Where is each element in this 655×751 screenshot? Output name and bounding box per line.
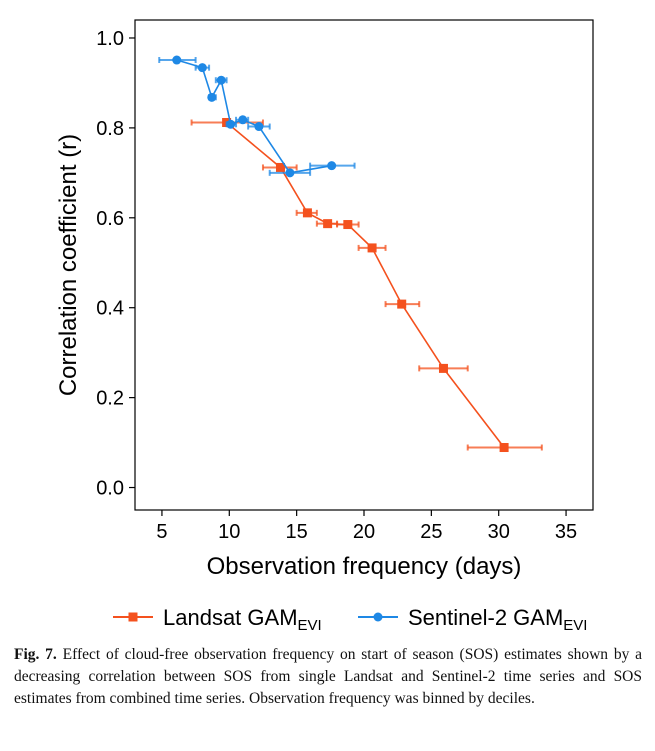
data-point-sentinel2	[254, 122, 264, 132]
y-tick-label: 0.4	[96, 298, 124, 320]
y-tick-label: 0.0	[96, 478, 124, 500]
data-point-landsat	[275, 162, 285, 172]
x-tick-label: 5	[156, 521, 167, 543]
figure-caption: Fig. 7. Effect of cloud-free observation…	[14, 644, 642, 710]
data-point-sentinel2	[238, 115, 248, 125]
data-point-landsat	[367, 243, 377, 253]
x-tick-label: 25	[420, 521, 442, 543]
x-tick-label: 35	[555, 521, 577, 543]
x-axis: 5 10 15 20 25 30 35	[156, 510, 577, 543]
series-layer	[158, 55, 543, 453]
data-point-landsat	[343, 220, 353, 230]
legend-label-main: Sentinel-2 GAM	[408, 605, 563, 630]
data-point-sentinel2	[226, 119, 236, 129]
legend-label-subscript: EVI	[298, 617, 322, 634]
x-axis-title: Observation frequency (days)	[207, 553, 522, 580]
data-point-landsat	[397, 299, 407, 309]
plot-panel	[134, 19, 594, 511]
x-tick-label: 15	[286, 521, 308, 543]
y-tick-label: 1.0	[96, 28, 124, 50]
data-point-sentinel2	[285, 168, 295, 178]
legend-label-sentinel2: Sentinel-2 GAMEVI	[408, 605, 587, 634]
data-point-landsat	[499, 443, 509, 453]
legend-item-landsat: Landsat GAMEVI	[113, 605, 322, 634]
legend-item-sentinel2: Sentinel-2 GAMEVI	[358, 605, 587, 634]
data-point-sentinel2	[197, 63, 207, 73]
x-tick-label: 10	[218, 521, 240, 543]
legend-label-landsat: Landsat GAMEVI	[163, 605, 322, 634]
legend-marker-landsat	[128, 612, 138, 622]
data-point-landsat	[438, 363, 448, 373]
data-point-landsat	[302, 208, 312, 218]
caption-text: Effect of cloud-free observation frequen…	[14, 646, 642, 707]
data-point-sentinel2	[207, 92, 217, 102]
data-point-sentinel2	[216, 75, 226, 85]
series-sentinel2	[158, 55, 356, 178]
x-tick-label: 20	[353, 521, 375, 543]
data-point-landsat	[323, 219, 333, 229]
x-tick-label: 30	[488, 521, 510, 543]
y-tick-label: 0.6	[96, 208, 124, 230]
legend: Landsat GAMEVI Sentinel-2 GAMEVI	[113, 605, 587, 634]
legend-marker-sentinel2	[373, 612, 383, 622]
legend-label-main: Landsat GAM	[163, 605, 298, 630]
figure-label: Fig. 7.	[14, 646, 57, 663]
y-axis: 0.0 0.2 0.4 0.6 0.8 1.0	[96, 28, 135, 500]
correlation-chart: 5 10 15 20 25 30 35 0.0 0.2 0.4 0.6 0.8 1.0 Observa…	[55, 19, 594, 634]
legend-label-subscript: EVI	[563, 617, 587, 634]
data-point-sentinel2	[327, 161, 337, 171]
y-axis-title: Correlation coefficient (r)	[55, 134, 82, 396]
y-tick-label: 0.8	[96, 118, 124, 140]
data-point-sentinel2	[172, 55, 182, 65]
y-tick-label: 0.2	[96, 388, 124, 410]
